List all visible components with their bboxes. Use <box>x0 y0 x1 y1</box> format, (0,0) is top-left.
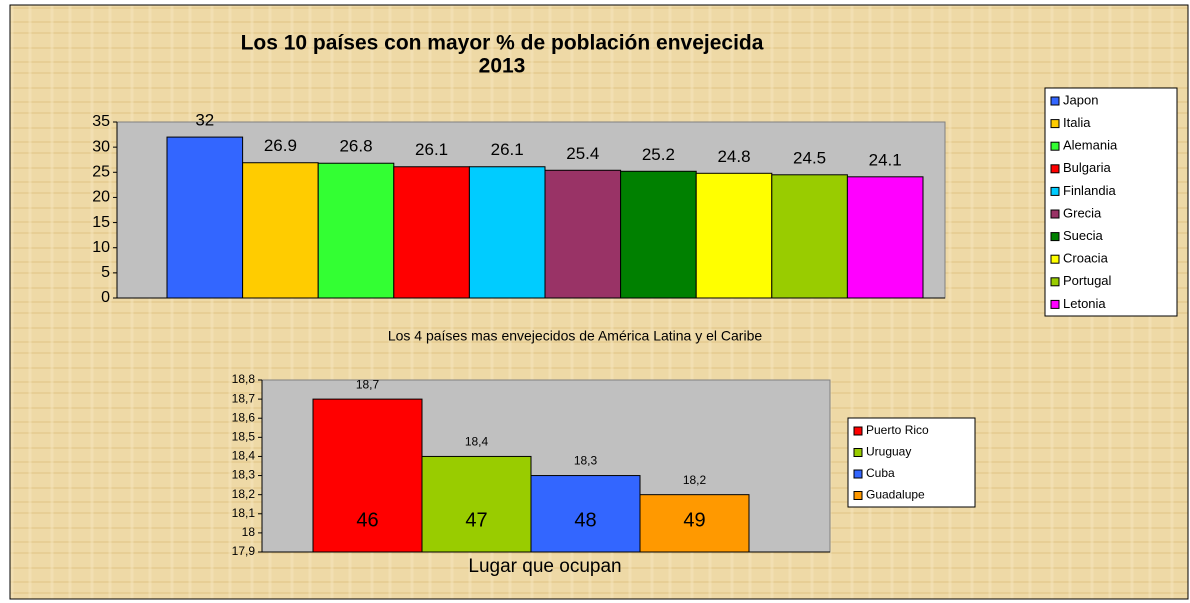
legend-label: Letonia <box>1063 296 1106 311</box>
legend-swatch <box>1050 96 1060 106</box>
y-tick-label: 18,8 <box>232 372 256 386</box>
legend-swatch <box>853 426 863 436</box>
legend-swatch <box>1050 209 1060 219</box>
legend-label: Finlandia <box>1063 183 1117 198</box>
bar <box>695 172 773 299</box>
bar <box>620 170 697 299</box>
data-label: 18,3 <box>574 454 598 468</box>
data-label: 24.1 <box>869 150 902 169</box>
x-axis-label: Lugar que ocupan <box>468 556 621 577</box>
legend-swatch <box>853 448 863 457</box>
legend-label: Italia <box>1063 115 1091 130</box>
bar <box>166 136 244 299</box>
bar <box>393 166 470 299</box>
bar <box>242 162 319 299</box>
legend-label: Croacia <box>1063 251 1109 266</box>
legend-label: Bulgaria <box>1063 160 1111 175</box>
y-tick-label: 17,9 <box>232 544 256 558</box>
y-tick-label: 18,6 <box>232 410 256 424</box>
chart-title: Los 10 países con mayor % de población e… <box>241 32 764 55</box>
legend-swatch <box>1050 299 1060 309</box>
legend-label: Suecia <box>1063 228 1104 243</box>
y-tick-label: 15 <box>92 214 110 231</box>
data-label: 24.8 <box>717 147 750 166</box>
data-label: 18,2 <box>683 473 707 487</box>
bar <box>312 398 423 553</box>
y-tick-label: 18,2 <box>232 487 256 501</box>
legend-label: Puerto Rico <box>866 423 929 437</box>
bar <box>639 494 750 553</box>
legend-label: Portugal <box>1063 273 1112 288</box>
y-tick-label: 18,1 <box>232 506 256 520</box>
legend-label: Guadalupe <box>866 488 925 502</box>
bar <box>544 169 622 299</box>
legend-swatch <box>1050 119 1060 129</box>
y-tick-label: 18,7 <box>232 391 256 405</box>
chart-title: Los 4 países mas envejecidos de América … <box>388 328 763 344</box>
data-label: 18,7 <box>356 377 380 391</box>
data-label: 25.4 <box>566 144 599 163</box>
legend-swatch <box>1050 186 1060 196</box>
data-label: 25.2 <box>642 145 675 164</box>
legend-swatch <box>1050 141 1060 151</box>
data-label: 26.9 <box>264 136 297 155</box>
rank-label: 46 <box>356 509 378 531</box>
legend-swatch <box>1050 254 1060 264</box>
legend-label: Grecia <box>1063 205 1102 220</box>
legend-swatch <box>1050 232 1060 242</box>
y-tick-label: 25 <box>92 164 110 181</box>
data-label: 26.8 <box>339 137 372 156</box>
rank-label: 48 <box>574 509 596 531</box>
y-tick-label: 35 <box>92 113 110 130</box>
y-tick-label: 5 <box>101 264 110 281</box>
bar <box>468 166 546 299</box>
y-tick-label: 0 <box>101 289 110 306</box>
legend-swatch <box>1050 164 1060 174</box>
bar <box>421 455 532 553</box>
data-label: 26.1 <box>491 140 524 159</box>
data-label: 32 <box>195 111 214 130</box>
y-tick-label: 20 <box>92 189 110 206</box>
legend-swatch <box>853 491 863 500</box>
rank-label: 47 <box>465 509 487 531</box>
y-tick-label: 18,3 <box>232 468 256 482</box>
y-tick-label: 18 <box>242 525 256 539</box>
legend-label: Japon <box>1063 92 1098 107</box>
bar <box>771 174 848 299</box>
bar <box>317 162 395 299</box>
data-label: 26.1 <box>415 140 448 159</box>
bar <box>530 475 641 553</box>
y-tick-label: 18,4 <box>232 449 256 463</box>
legend-label: Uruguay <box>866 445 911 459</box>
bar <box>846 176 924 299</box>
y-tick-label: 30 <box>92 138 110 155</box>
legend-swatch <box>1050 277 1060 287</box>
legend-label: Cuba <box>866 466 895 480</box>
y-tick-label: 18,5 <box>232 430 256 444</box>
legend <box>1044 87 1178 317</box>
legend-label: Alemania <box>1063 138 1118 153</box>
legend <box>847 417 976 508</box>
legend-swatch <box>853 469 863 479</box>
data-label: 24.5 <box>793 148 826 167</box>
rank-label: 49 <box>683 509 705 531</box>
data-label: 18,4 <box>465 435 489 449</box>
chart-subtitle: 2013 <box>479 55 526 78</box>
y-tick-label: 10 <box>92 239 110 256</box>
